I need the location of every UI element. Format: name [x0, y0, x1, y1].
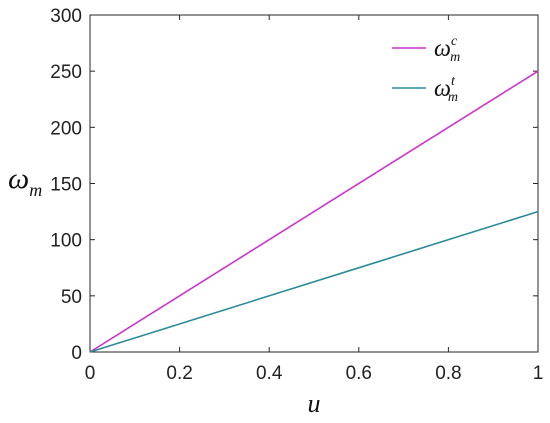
x-tick-label: 0.4 — [256, 363, 283, 384]
series-lines — [89, 70, 539, 353]
legend: ωc mωt m — [392, 34, 460, 105]
legend-symbol: ω — [434, 36, 451, 62]
y-tick-label: 100 — [50, 231, 82, 252]
legend-symbol: ω — [434, 76, 451, 102]
x-axis-ticks: 0 0.2 0.4 0.6 0.8 1 — [85, 15, 544, 384]
legend-sup: c — [451, 34, 458, 49]
y-axis-label: ωm — [8, 162, 42, 200]
legend-sub: m — [448, 90, 458, 105]
x-tick-label: 1 — [533, 363, 544, 384]
series-line-c — [89, 70, 539, 353]
y-tick-label: 250 — [50, 62, 82, 83]
x-tick-label: 0 — [85, 363, 96, 384]
x-tick-label: 0.2 — [166, 363, 192, 384]
y-axis-label-main: ω — [8, 162, 29, 195]
y-axis-ticks: 0 50 100 150 200 250 300 — [50, 6, 538, 364]
x-tick-label: 0.8 — [435, 363, 461, 384]
plot-area — [89, 14, 539, 353]
legend-sup: t — [451, 74, 456, 89]
y-axis-label-sub: m — [29, 180, 42, 200]
x-tick-label: 0.6 — [346, 363, 372, 384]
y-tick-label: 300 — [50, 6, 82, 27]
legend-sub: m — [450, 50, 460, 65]
y-tick-label: 0 — [71, 343, 82, 364]
series-line-t — [89, 210, 539, 353]
y-tick-label: 150 — [50, 175, 82, 196]
legend-label-t: ωt m — [434, 74, 458, 105]
y-tick-label: 50 — [61, 287, 82, 308]
y-tick-label: 200 — [50, 118, 82, 139]
legend-label-c: ωc m — [434, 34, 460, 65]
x-axis-label: u — [308, 389, 321, 418]
